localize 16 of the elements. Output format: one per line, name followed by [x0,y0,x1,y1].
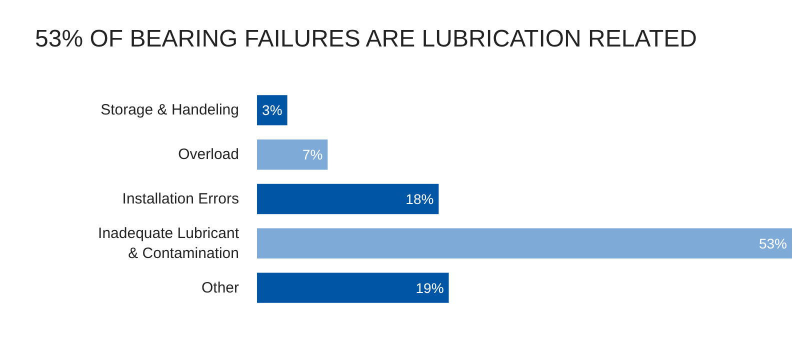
data-label: 7% [302,146,323,163]
bar [257,228,792,258]
data-label: 3% [262,102,282,118]
data-label: 53% [758,235,787,252]
bar [257,272,449,303]
y-tick-label: Inadequate Lubricant & Contamination [98,224,240,262]
data-label: 19% [416,280,444,296]
bar [257,184,439,214]
bar [257,95,288,126]
y-tick-label: Overload [178,146,239,164]
bar [257,140,328,170]
data-label: 18% [406,191,434,207]
y-tick-label: Installation Errors [122,190,239,208]
chart-title: 53% OF BEARING FAILURES ARE LUBRICATION RELATED [35,26,697,52]
y-tick-label: Storage & Handeling [100,102,239,119]
y-tick-label: Other [201,279,240,296]
